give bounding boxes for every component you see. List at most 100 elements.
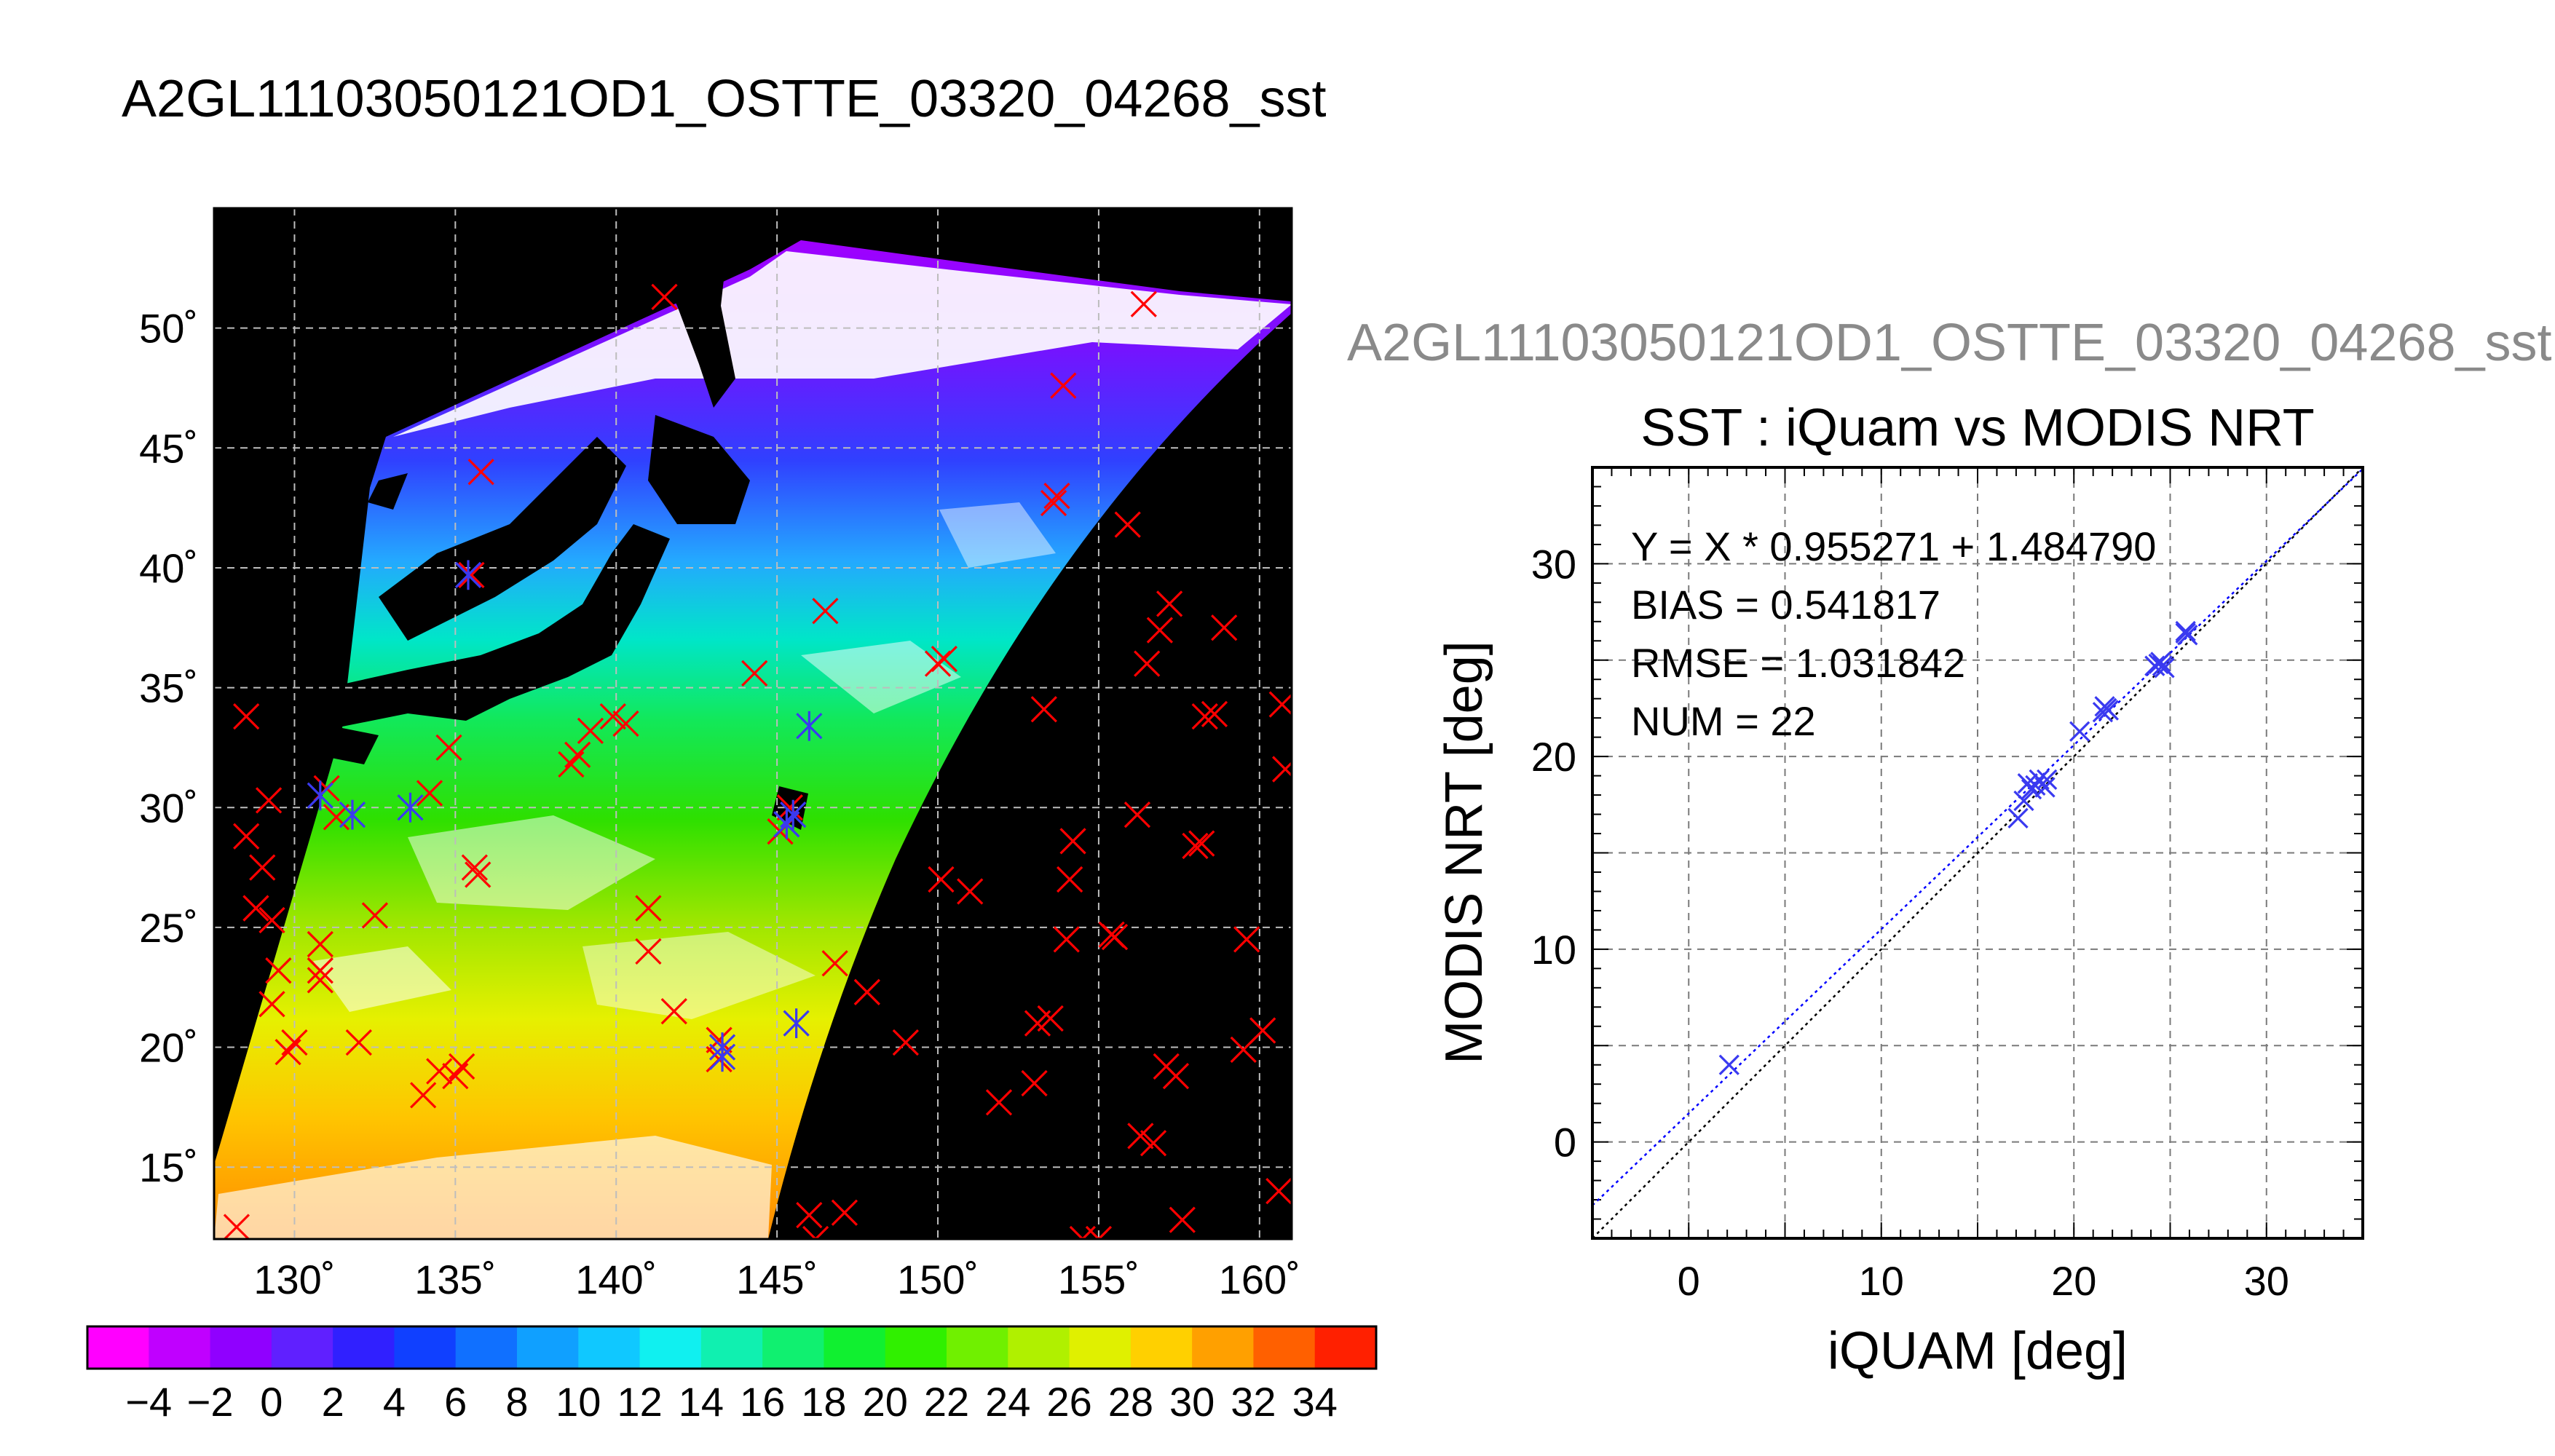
map-blue-marker	[796, 711, 823, 741]
colorbar-segment	[333, 1326, 395, 1369]
colorbar-tick-label: 12	[617, 1379, 662, 1425]
scatter-grid	[1592, 467, 2363, 1238]
colorbar-segment	[1192, 1326, 1254, 1369]
regression-fit-line	[1592, 468, 2364, 1206]
map-red-marker	[1268, 691, 1292, 718]
colorbar-tick-label: 14	[679, 1379, 724, 1425]
map-red-marker	[957, 878, 984, 905]
colorbar-segment	[700, 1326, 763, 1369]
map-red-marker	[1140, 1130, 1167, 1157]
map-red-marker	[458, 561, 485, 588]
map-red-marker	[1211, 614, 1238, 641]
map-red-marker	[223, 1214, 250, 1239]
map-red-marker	[323, 804, 350, 831]
cloud-patches	[214, 251, 1292, 1239]
map-red-marker	[892, 1029, 919, 1056]
map-y-tick-label: 25˚	[139, 905, 198, 951]
map-x-tick-label: 135˚	[414, 1257, 496, 1302]
scatter-y-tick-label: 20	[1531, 734, 1576, 780]
map-red-marker	[242, 895, 269, 922]
map-red-marker	[635, 895, 662, 922]
map-red-marker	[776, 794, 803, 821]
map-red-marker	[1130, 290, 1157, 317]
colorbar-tick-label: 18	[801, 1379, 846, 1425]
scatter-frame	[1591, 466, 2364, 1240]
map-red-marker	[931, 645, 957, 673]
sst-map	[214, 208, 1292, 1239]
map-red-marker	[1191, 703, 1218, 730]
map-red-marker	[1127, 1123, 1154, 1150]
map-red-marker	[307, 967, 333, 994]
map-red-marker	[345, 1029, 372, 1056]
colorbar-tick-label: 10	[556, 1379, 601, 1425]
colorbar-segment	[149, 1326, 211, 1369]
map-red-marker	[233, 823, 260, 850]
colorbar-segment	[762, 1326, 824, 1369]
bias-text: BIAS = 0.541817	[1631, 582, 1940, 628]
scatter-y-axis-label: MODIS NRT [deg]	[1435, 641, 1493, 1064]
map-red-marker	[1030, 696, 1057, 723]
colorbar-tick-label: 4	[383, 1379, 406, 1425]
fit-equation: Y = X * 0.955271 + 1.484790	[1631, 523, 2156, 569]
map-red-marker	[467, 459, 494, 486]
map-red-marker	[1272, 756, 1292, 783]
colorbar-segment	[87, 1326, 149, 1369]
scatter-x-axis-label: iQUAM [deg]	[1828, 1322, 2128, 1380]
colorbar-tick-label: −2	[187, 1379, 234, 1425]
map-red-marker	[307, 930, 333, 958]
map-x-tick-label: 150˚	[897, 1257, 979, 1302]
map-red-marker	[361, 902, 389, 929]
colorbar-segment	[885, 1326, 947, 1369]
one-to-one-line	[1592, 467, 2364, 1239]
map-blue-markers	[307, 560, 823, 1072]
colorbar-segment	[271, 1326, 333, 1369]
scatter-point	[2069, 721, 2090, 742]
map-red-marker	[796, 1201, 823, 1229]
map-x-tick-labels: 130˚ 135˚ 140˚ 145˚ 150˚ 155˚ 160˚	[253, 1257, 1300, 1302]
map-red-marker	[564, 741, 591, 768]
map-red-marker	[741, 660, 768, 687]
map-red-marker	[1057, 866, 1083, 893]
map-red-marker	[853, 978, 880, 1005]
map-y-tick-label: 30˚	[139, 785, 198, 831]
map-red-marker	[1233, 926, 1260, 953]
map-red-marker	[1188, 830, 1215, 857]
scatter-point	[2007, 807, 2029, 828]
colorbar-segment	[1069, 1326, 1132, 1369]
map-red-marker	[258, 906, 285, 934]
map-red-marker	[1037, 1005, 1064, 1032]
map-red-marker	[249, 854, 276, 881]
map-y-tick-label: 40˚	[139, 545, 198, 591]
map-red-marker	[435, 734, 462, 761]
colorbar-tick-label: 32	[1231, 1379, 1276, 1425]
scatter-point	[2177, 625, 2198, 646]
colorbar-tick-label: 26	[1046, 1379, 1091, 1425]
map-red-marker	[307, 957, 333, 984]
colorbar-segment	[639, 1326, 702, 1369]
map-red-marker	[577, 717, 604, 745]
map-red-marker	[1146, 617, 1173, 644]
colorbar-segment	[1008, 1326, 1070, 1369]
colorbar-segment	[1314, 1326, 1377, 1369]
colorbar-labels: −4 −2 0 2 4 6 8 10 12 14 16 18 20 22 24 26 28 30 32 34	[125, 1379, 1338, 1425]
colorbar-segment	[1130, 1326, 1193, 1369]
rmse-text: RMSE = 1.031842	[1631, 640, 1965, 686]
map-red-marker	[1124, 802, 1151, 828]
map-y-tick-label: 15˚	[139, 1144, 198, 1190]
map-red-marker	[410, 1082, 437, 1109]
colorbar-tick-label: 8	[505, 1379, 528, 1425]
map-red-marker	[802, 1225, 829, 1239]
map-red-marker	[258, 991, 285, 1018]
map-red-marker	[465, 861, 491, 888]
map-x-tick-label: 140˚	[575, 1257, 657, 1302]
sst-swath	[214, 240, 1292, 1239]
map-red-marker	[812, 598, 839, 625]
map-red-marker	[416, 780, 443, 807]
map-red-marker	[831, 1199, 858, 1226]
colorbar-segment	[824, 1326, 886, 1369]
colorbar-tick-label: 30	[1169, 1379, 1215, 1425]
map-red-marker	[985, 1089, 1013, 1116]
map-red-marker	[1050, 372, 1077, 399]
map-blue-marker	[397, 792, 424, 823]
scatter-x-tick-label: 0	[1678, 1258, 1700, 1304]
